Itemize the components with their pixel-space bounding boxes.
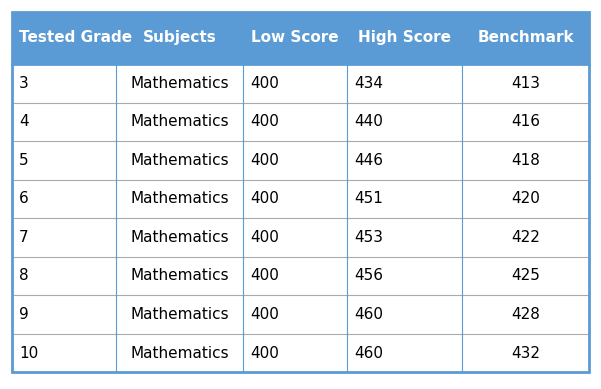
Text: 451: 451 (354, 191, 383, 207)
Text: 460: 460 (354, 345, 383, 361)
Text: Tested Grade: Tested Grade (19, 30, 132, 46)
Text: Mathematics: Mathematics (130, 114, 228, 130)
Text: Subjects: Subjects (142, 30, 216, 46)
Text: 400: 400 (250, 114, 279, 130)
Text: Mathematics: Mathematics (130, 76, 228, 91)
Bar (12, 180, 589, 218)
Text: 400: 400 (250, 268, 279, 284)
Text: 6: 6 (19, 191, 29, 207)
Text: Mathematics: Mathematics (130, 268, 228, 284)
Text: 413: 413 (511, 76, 540, 91)
Text: 4: 4 (19, 114, 29, 130)
Text: High Score: High Score (358, 30, 451, 46)
Text: 8: 8 (19, 268, 29, 284)
Text: 5: 5 (19, 153, 29, 168)
Text: 418: 418 (511, 153, 540, 168)
Text: 400: 400 (250, 230, 279, 245)
Text: 440: 440 (354, 114, 383, 130)
Bar (12, 218, 589, 257)
Text: 3: 3 (19, 76, 29, 91)
Text: 432: 432 (511, 345, 540, 361)
Bar (12, 295, 589, 334)
Text: 400: 400 (250, 76, 279, 91)
Text: 400: 400 (250, 307, 279, 322)
Text: 9: 9 (19, 307, 29, 322)
Text: 422: 422 (511, 230, 540, 245)
Text: 400: 400 (250, 345, 279, 361)
Text: Mathematics: Mathematics (130, 191, 228, 207)
Text: 425: 425 (511, 268, 540, 284)
Bar (12, 103, 589, 141)
Text: Low Score: Low Score (251, 30, 338, 46)
Text: 400: 400 (250, 191, 279, 207)
Bar (12, 64, 589, 103)
Text: 453: 453 (354, 230, 383, 245)
Text: 400: 400 (250, 153, 279, 168)
Bar (12, 12, 589, 64)
Text: 7: 7 (19, 230, 29, 245)
Text: 460: 460 (354, 307, 383, 322)
Text: 420: 420 (511, 191, 540, 207)
Text: 456: 456 (354, 268, 383, 284)
Text: 428: 428 (511, 307, 540, 322)
Text: Mathematics: Mathematics (130, 230, 228, 245)
Text: Mathematics: Mathematics (130, 345, 228, 361)
Bar (12, 257, 589, 295)
Text: 434: 434 (354, 76, 383, 91)
Text: 446: 446 (354, 153, 383, 168)
Text: Mathematics: Mathematics (130, 153, 228, 168)
Text: Benchmark: Benchmark (477, 30, 574, 46)
Text: Mathematics: Mathematics (130, 307, 228, 322)
Bar (12, 141, 589, 180)
Text: 416: 416 (511, 114, 540, 130)
Text: 10: 10 (19, 345, 38, 361)
Bar (12, 334, 589, 372)
